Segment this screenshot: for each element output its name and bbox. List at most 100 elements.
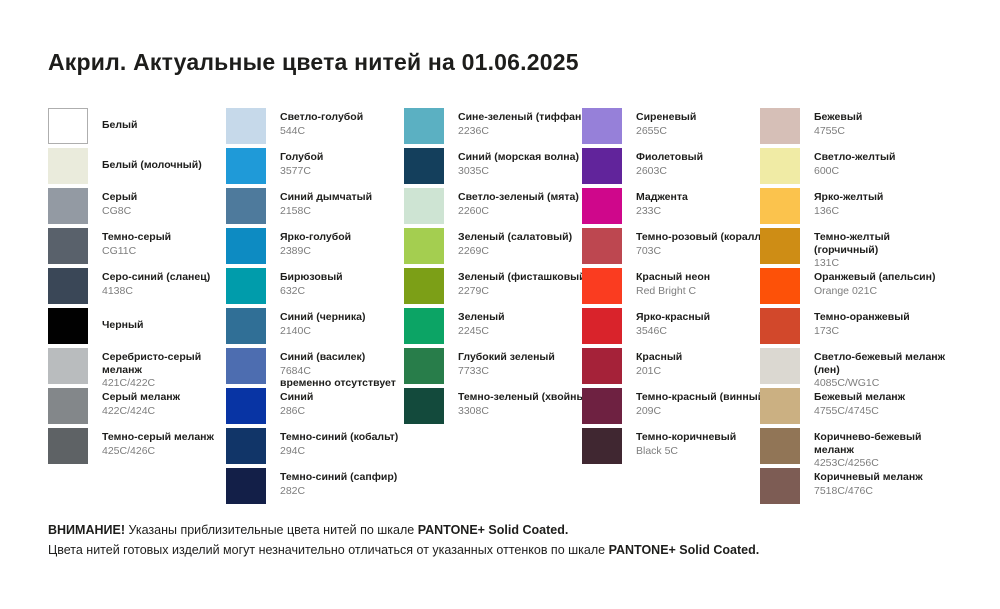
color-text-block: Зеленый 2245C	[444, 308, 596, 337]
color-item: Светло-голубой 544C	[226, 108, 404, 148]
color-swatch	[404, 268, 444, 304]
color-text-block: Глубокий зеленый 7733C	[444, 348, 596, 377]
color-code: 632C	[280, 284, 306, 297]
color-swatch	[760, 148, 800, 184]
color-code: 600C	[814, 164, 840, 177]
color-item: Синий (василек) 7684C временно отсутству…	[226, 348, 404, 389]
color-name: Красный неон	[636, 271, 711, 283]
color-item: Синий 286C	[226, 388, 404, 428]
color-text-block: Сиреневый 2655C	[622, 108, 774, 137]
color-swatch	[582, 388, 622, 424]
color-name: Синий (василек)	[280, 351, 366, 363]
color-swatch	[226, 148, 266, 184]
color-code: 425C/426C	[102, 444, 156, 457]
color-name: Синий дымчатый	[280, 191, 373, 203]
color-code: 209C	[636, 404, 662, 417]
color-code: 173C	[814, 324, 840, 337]
color-name: Серо-синий (сланец)	[102, 271, 211, 283]
color-name: Зеленый (салатовый)	[458, 231, 573, 243]
color-text-block: Бежевый 4755C	[800, 108, 952, 137]
palette-column: Сине-зеленый (тиффани) 2236C Синий (морс…	[404, 108, 595, 508]
color-swatch	[760, 228, 800, 264]
color-name: Ярко-красный	[636, 311, 711, 323]
color-name: Бирюзовый	[280, 271, 343, 283]
color-item: Ярко-красный 3546C	[582, 308, 760, 348]
color-name: Темно-серый	[102, 231, 172, 243]
color-item: Синий дымчатый 2158C	[226, 188, 404, 228]
color-name: Темно-зеленый (хвойный)	[458, 391, 596, 403]
color-text-block: Темно-синий (сапфир) 282C	[266, 468, 418, 497]
color-item: Сиреневый 2655C	[582, 108, 760, 148]
color-code: 131C	[814, 257, 840, 269]
color-swatch	[760, 428, 800, 464]
color-swatch	[48, 268, 88, 304]
color-name: Светло-бежевый меланж (лен)	[814, 351, 946, 376]
color-code: 136C	[814, 204, 840, 217]
color-name: Зеленый (фисташковый)	[458, 271, 590, 283]
color-name: Ярко-желтый	[814, 191, 884, 203]
color-code: 286C	[280, 404, 306, 417]
color-code: 282C	[280, 484, 306, 497]
color-code: 2140C	[280, 324, 311, 337]
color-item: Белый (молочный)	[48, 148, 226, 188]
color-item: Зеленый 2245C	[404, 308, 582, 348]
palette-column: Белый Белый (молочный) Серый CG8C Темно-…	[48, 108, 226, 508]
color-swatch	[226, 268, 266, 304]
color-swatch	[582, 188, 622, 224]
color-name: Темно-коричневый	[636, 431, 737, 443]
color-swatch	[760, 468, 800, 504]
color-name: Темно-синий (кобальт)	[280, 431, 399, 443]
color-code: 2389C	[280, 244, 311, 257]
color-code: 421C/422C	[102, 377, 156, 389]
color-name: Светло-зеленый (мята)	[458, 191, 579, 203]
color-code: 2260C	[458, 204, 489, 217]
color-item: Красный неон Red Bright C	[582, 268, 760, 308]
color-text-block: Коричневый меланж 7518C/476C	[800, 468, 952, 497]
color-text-block: Темно-розовый (коралл) 703C	[622, 228, 774, 257]
color-code: 7733C	[458, 364, 489, 377]
color-name: Серый меланж	[102, 391, 181, 403]
color-swatch	[48, 388, 88, 424]
color-item: Серый меланж 422C/424C	[48, 388, 226, 428]
color-item: Бежевый меланж 4755C/4745C	[760, 388, 938, 428]
color-item: Сине-зеленый (тиффани) 2236C	[404, 108, 591, 148]
color-swatch	[226, 348, 266, 384]
color-code: 2236C	[458, 124, 489, 137]
palette-grid: Белый Белый (молочный) Серый CG8C Темно-…	[48, 108, 945, 508]
color-text-block: Светло-голубой 544C	[266, 108, 418, 137]
color-name: Бежевый	[814, 111, 863, 123]
color-code: 201C	[636, 364, 662, 377]
color-text-block: Синий (василек) 7684C временно отсутству…	[266, 348, 418, 390]
color-text-block: Бирюзовый 632C	[266, 268, 418, 297]
color-code: 4085C/WG1C	[814, 377, 880, 389]
footer-pantone-label-2: PANTONE+ Solid Coated.	[608, 543, 760, 557]
color-name: Серебристо-серый меланж	[102, 351, 202, 376]
color-text-block: Голубой 3577C	[266, 148, 418, 177]
color-name: Темно-серый меланж	[102, 431, 214, 443]
palette-column: Бежевый 4755C Светло-желтый 600C Ярко-же…	[760, 108, 945, 508]
color-swatch	[48, 188, 88, 224]
color-code: 3577C	[280, 164, 311, 177]
color-swatch	[582, 308, 622, 344]
color-name: Фиолетовый	[636, 151, 704, 163]
color-swatch	[760, 108, 800, 144]
color-item: Серый CG8C	[48, 188, 226, 228]
color-swatch	[404, 148, 444, 184]
color-swatch	[404, 108, 444, 144]
color-swatch	[226, 188, 266, 224]
footer-line-1-text: Указаны приблизительные цвета нитей по ш…	[125, 523, 418, 537]
color-text-block: Темно-желтый (горчичный) 131C	[800, 228, 952, 270]
color-swatch	[404, 348, 444, 384]
color-swatch	[760, 308, 800, 344]
color-item: Серо-синий (сланец) 4138C	[48, 268, 226, 308]
color-text-block: Бежевый меланж 4755C/4745C	[800, 388, 952, 417]
color-text-block: Темно-оранжевый 173C	[800, 308, 952, 337]
color-code: 294C	[280, 444, 306, 457]
color-swatch	[582, 268, 622, 304]
color-code: CG8C	[102, 204, 132, 217]
color-item: Темно-серый CG11C	[48, 228, 226, 268]
color-text-block: Ярко-красный 3546C	[622, 308, 774, 337]
color-swatch	[226, 388, 266, 424]
color-item: Зеленый (салатовый) 2269C	[404, 228, 582, 268]
